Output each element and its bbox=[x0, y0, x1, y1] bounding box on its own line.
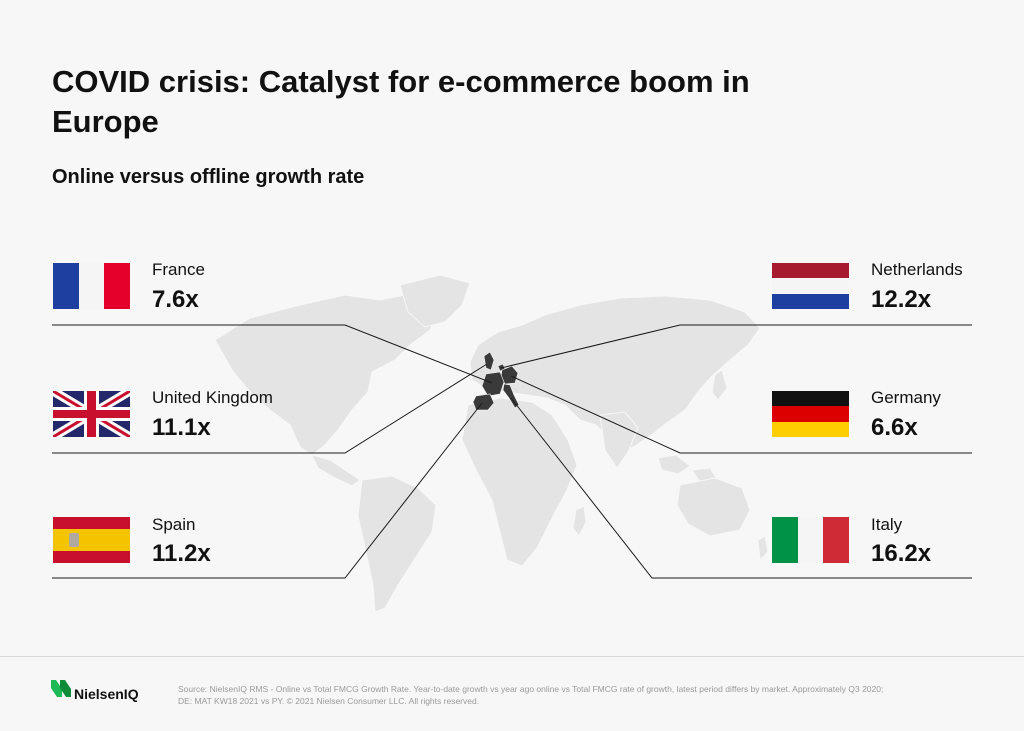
italy-flag-icon bbox=[772, 517, 849, 563]
page-subtitle: Online versus offline growth rate bbox=[52, 166, 365, 188]
italy-shape bbox=[502, 383, 520, 409]
south-america-shape bbox=[357, 475, 437, 613]
connector-netherlands bbox=[500, 324, 972, 369]
nielseniq-logo-icon bbox=[51, 680, 71, 697]
source-note: Source: NielsenIQ RMS - Online vs Total … bbox=[178, 684, 884, 706]
connector-germany bbox=[510, 375, 972, 454]
spain-flag-icon bbox=[53, 517, 130, 563]
world-map-land bbox=[214, 274, 769, 613]
country-value-italy: 16.2x bbox=[871, 540, 932, 567]
north-america-shape bbox=[214, 291, 441, 456]
new-zealand-shape bbox=[757, 535, 769, 562]
australia-shape bbox=[676, 477, 751, 537]
connector-spain bbox=[52, 402, 483, 579]
japan-shape bbox=[711, 369, 728, 401]
france-flag-icon bbox=[53, 263, 130, 309]
connector-france bbox=[52, 324, 493, 384]
southeast-asia-shape bbox=[657, 454, 717, 483]
eurasia-shape bbox=[469, 295, 761, 449]
country-name-spain: Spain bbox=[152, 515, 196, 534]
country-name-france: France bbox=[152, 260, 205, 279]
central-america-shape bbox=[311, 454, 361, 487]
country-name-italy: Italy bbox=[871, 515, 903, 534]
country-name-uk: United Kingdom bbox=[152, 388, 273, 407]
spain-coat-of-arms-icon bbox=[69, 533, 79, 547]
country-value-spain: 11.2x bbox=[152, 540, 211, 567]
netherlands-flag-icon bbox=[772, 263, 849, 309]
country-value-netherlands: 12.2x bbox=[871, 286, 932, 313]
india-shape bbox=[599, 411, 639, 469]
connector-uk bbox=[52, 363, 488, 454]
france-shape bbox=[481, 371, 505, 397]
page-title: COVID crisis: Catalyst for e-commerce bo… bbox=[52, 64, 750, 139]
country-value-france: 7.6x bbox=[152, 286, 199, 313]
country-name-netherlands: Netherlands bbox=[871, 260, 963, 279]
infographic-card: COVID crisis: Catalyst for e-commerce bo… bbox=[52, 64, 972, 613]
connector-lines bbox=[52, 324, 972, 579]
europe-highlight bbox=[472, 351, 520, 411]
footer bbox=[0, 656, 1024, 731]
country-value-uk: 11.1x bbox=[152, 414, 211, 441]
madagascar-shape bbox=[572, 505, 587, 537]
africa-shape bbox=[461, 397, 578, 567]
uk-flag-icon bbox=[53, 391, 130, 437]
logo-text: NielsenIQ bbox=[74, 686, 139, 702]
country-value-germany: 6.6x bbox=[871, 414, 918, 441]
uk-shape bbox=[483, 351, 495, 371]
connector-italy bbox=[510, 397, 972, 579]
greenland-shape bbox=[399, 274, 471, 328]
germany-flag-icon bbox=[772, 391, 849, 437]
country-name-germany: Germany bbox=[871, 388, 941, 407]
world-map bbox=[52, 274, 972, 613]
spain-shape bbox=[472, 393, 495, 411]
